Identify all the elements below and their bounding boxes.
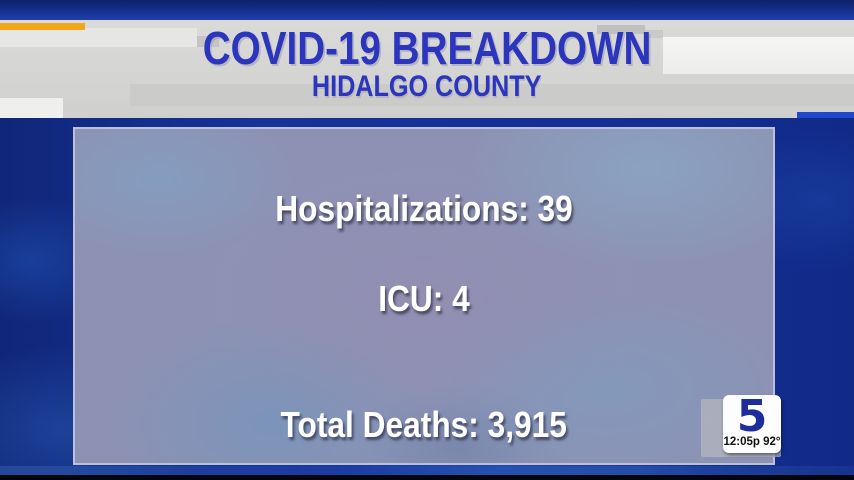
stat-hospitalizations-text: Hospitalizations: 39 xyxy=(275,188,573,229)
page-subtitle: HIDALGO COUNTY xyxy=(312,70,542,103)
stat-icu-text: ICU: 4 xyxy=(378,278,470,319)
banner-stripe xyxy=(0,28,197,47)
banner-stripe xyxy=(0,98,63,118)
banner-blue-segment xyxy=(797,112,854,118)
banner-stripe xyxy=(597,25,645,34)
bottom-black-edge xyxy=(0,475,854,480)
accent-bar xyxy=(0,23,85,30)
stat-icu: ICU: 4 xyxy=(75,277,773,321)
stat-total-deaths: Total Deaths: 3,915 xyxy=(75,403,773,447)
banner-stripe xyxy=(130,84,854,106)
time-label: 12:05p xyxy=(723,436,760,448)
temperature-label: 92° xyxy=(763,436,781,448)
banner-subtitle-row: HIDALGO COUNTY xyxy=(0,71,854,103)
page-title: COVID-19 BREAKDOWN xyxy=(202,22,652,74)
stat-total-deaths-text: Total Deaths: 3,915 xyxy=(280,404,568,445)
stat-hospitalizations: Hospitalizations: 39 xyxy=(75,187,773,231)
top-blue-bar xyxy=(0,0,854,20)
banner-title-row: COVID-19 BREAKDOWN xyxy=(0,24,854,72)
channel-number: 5 xyxy=(736,391,768,442)
news-banner: COVID-19 BREAKDOWN HIDALGO COUNTY xyxy=(0,20,854,118)
banner-stripe xyxy=(645,30,663,38)
time-temp-label: 12:05p 92° xyxy=(723,435,781,451)
banner-stripe xyxy=(663,37,854,74)
stats-panel: Hospitalizations: 39 ICU: 4 Total Deaths… xyxy=(73,127,775,465)
banner-stripe xyxy=(197,36,219,47)
bottom-blue-streak xyxy=(0,466,854,476)
station-logo: 5 12:05p 92° xyxy=(723,395,781,453)
